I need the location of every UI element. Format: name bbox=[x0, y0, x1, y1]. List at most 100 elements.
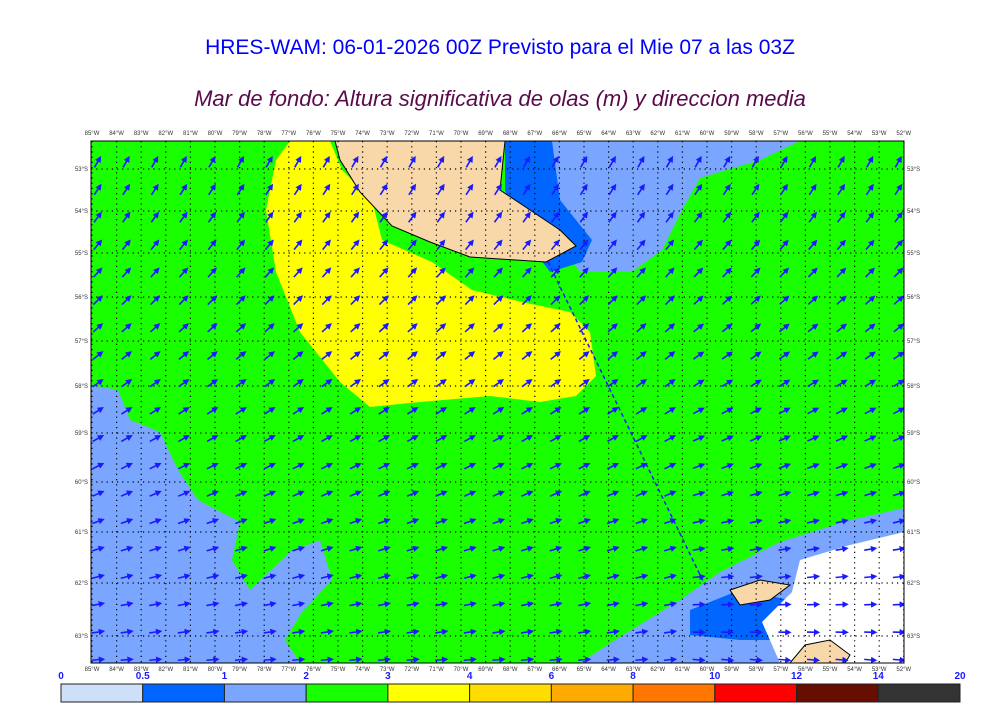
direction-arrow bbox=[721, 407, 734, 415]
direction-arrow bbox=[350, 323, 361, 333]
direction-arrow bbox=[578, 323, 590, 333]
lat-label: 62°S bbox=[907, 581, 920, 587]
direction-arrow bbox=[494, 155, 502, 168]
axis-labels: 85°W 85°W 84°W 84°W 83°W 83°W 82°W 82°W 81°W 81°W… bbox=[75, 131, 920, 673]
direction-arrow bbox=[694, 155, 702, 168]
direction-arrow bbox=[522, 183, 531, 196]
direction-arrow bbox=[91, 573, 105, 580]
direction-arrow bbox=[122, 183, 131, 196]
direction-arrow bbox=[692, 518, 706, 525]
direction-arrow bbox=[864, 462, 877, 470]
direction-arrow bbox=[406, 656, 420, 663]
direction-arrow bbox=[320, 518, 334, 525]
lon-label: 52°W bbox=[896, 667, 911, 673]
direction-arrow bbox=[578, 518, 591, 525]
lon-label: 63°W bbox=[626, 131, 641, 137]
direction-arrow bbox=[521, 434, 534, 443]
direction-arrow bbox=[779, 267, 790, 278]
lon-label: 82°W bbox=[158, 667, 173, 673]
lat-label: 58°S bbox=[907, 384, 920, 390]
direction-arrow bbox=[606, 601, 620, 608]
direction-arrow bbox=[665, 267, 675, 278]
direction-arrow bbox=[206, 545, 220, 552]
direction-arrow bbox=[263, 545, 277, 552]
direction-arrow bbox=[320, 601, 334, 608]
direction-arrow bbox=[550, 267, 561, 278]
direction-arrow bbox=[721, 295, 733, 305]
direction-arrow bbox=[179, 155, 187, 168]
direction-arrow bbox=[864, 573, 878, 581]
direction-arrow bbox=[234, 601, 249, 608]
direction-arrow bbox=[235, 351, 247, 360]
direction-arrow bbox=[463, 601, 477, 608]
direction-arrow bbox=[91, 601, 106, 608]
direction-arrow bbox=[464, 351, 476, 360]
direction-arrow bbox=[807, 462, 820, 470]
direction-arrow bbox=[549, 406, 562, 415]
direction-arrow bbox=[663, 573, 677, 580]
direction-arrow bbox=[349, 628, 363, 636]
lon-label: 78°W bbox=[257, 667, 272, 673]
direction-arrow bbox=[235, 434, 248, 443]
direction-arrow bbox=[292, 628, 306, 636]
direction-arrow bbox=[150, 183, 159, 196]
direction-arrow bbox=[492, 406, 505, 415]
direction-arrow bbox=[835, 518, 849, 525]
direction-arrow bbox=[179, 211, 188, 223]
direction-arrow bbox=[463, 462, 477, 470]
direction-arrow bbox=[522, 211, 531, 223]
direction-arrow bbox=[607, 434, 619, 443]
direction-arrow bbox=[722, 211, 732, 223]
direction-arrow bbox=[292, 601, 306, 608]
direction-arrow bbox=[406, 518, 420, 525]
direction-arrow bbox=[178, 323, 189, 333]
direction-arrow bbox=[177, 628, 191, 636]
lon-label: 80°W bbox=[208, 131, 223, 137]
direction-arrow bbox=[892, 407, 904, 415]
direction-arrow bbox=[693, 351, 705, 360]
direction-arrow bbox=[493, 323, 504, 333]
direction-arrow bbox=[378, 490, 391, 497]
direction-arrow bbox=[465, 183, 474, 196]
direction-arrow bbox=[664, 295, 675, 306]
direction-arrow bbox=[693, 323, 705, 333]
direction-arrow bbox=[550, 295, 561, 306]
direction-arrow bbox=[120, 573, 134, 580]
direction-arrow bbox=[549, 545, 563, 552]
direction-arrow bbox=[664, 462, 677, 470]
direction-arrow bbox=[206, 656, 220, 663]
direction-arrow bbox=[607, 379, 619, 388]
direction-arrow bbox=[91, 628, 106, 636]
direction-arrow bbox=[436, 267, 446, 278]
direction-arrow bbox=[435, 434, 448, 443]
direction-arrow bbox=[778, 490, 792, 497]
direction-arrow bbox=[150, 239, 160, 251]
direction-arrow bbox=[435, 628, 449, 636]
direction-arrow bbox=[864, 407, 877, 415]
direction-arrow bbox=[778, 518, 792, 525]
lat-label: 60°S bbox=[907, 480, 920, 486]
direction-arrow bbox=[807, 435, 820, 442]
lon-label: 68°W bbox=[503, 131, 518, 137]
lon-label: 56°W bbox=[798, 131, 813, 137]
direction-arrow bbox=[121, 379, 133, 388]
direction-arrow bbox=[521, 379, 533, 388]
direction-arrow bbox=[178, 267, 189, 278]
direction-arrow bbox=[292, 351, 304, 360]
direction-arrow bbox=[750, 295, 761, 305]
direction-arrow bbox=[408, 183, 417, 196]
direction-arrow bbox=[177, 545, 191, 552]
direction-arrow bbox=[206, 518, 220, 525]
lon-label: 85°W bbox=[85, 131, 100, 137]
direction-arrow bbox=[492, 628, 506, 636]
direction-arrow bbox=[406, 490, 420, 497]
wave-direction-arrows bbox=[91, 155, 904, 663]
direction-arrow bbox=[835, 656, 849, 663]
direction-arrow bbox=[150, 295, 161, 306]
colorbar-swatch bbox=[877, 683, 961, 703]
direction-arrow bbox=[749, 407, 763, 415]
direction-arrow bbox=[378, 295, 389, 306]
direction-arrow bbox=[721, 351, 733, 360]
direction-arrow bbox=[206, 351, 218, 360]
direction-arrow bbox=[265, 155, 273, 168]
